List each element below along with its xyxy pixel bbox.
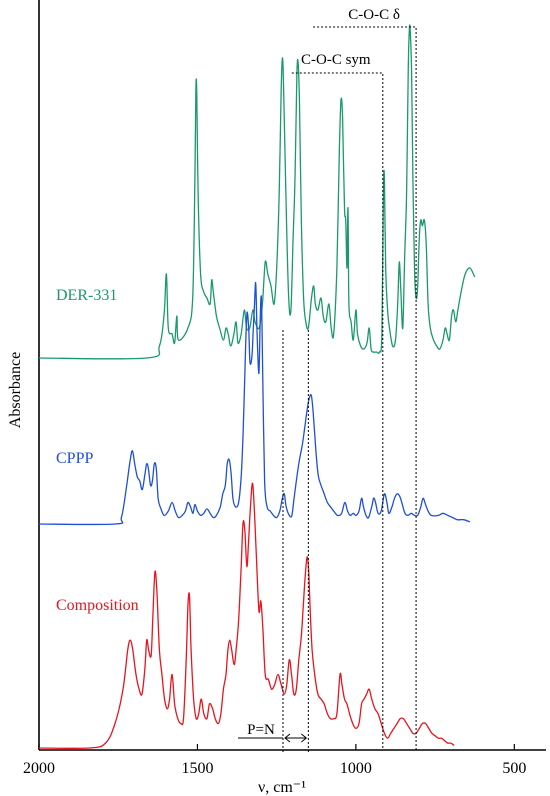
annotation-label-coc-delta: C-O-C δ: [348, 7, 400, 23]
series-label-cppp: CPPP: [56, 450, 93, 467]
annotation-label-coc-sym: C-O-C sym: [301, 52, 371, 68]
series-label-der-331: DER-331: [56, 287, 117, 304]
annotation-line-coc-sym: [291, 72, 384, 750]
axes: [38, 0, 546, 751]
y-axis-title: Absorbance: [7, 352, 24, 428]
annotation-arrow-pn: [284, 733, 308, 743]
x-tick-label-1500: 1500: [181, 760, 213, 777]
annotation-label-pn: P=N: [247, 722, 275, 738]
series-line-cppp: [38, 281, 471, 526]
annotation-group: C-O-C δ C-O-C sym P=N: [237, 7, 417, 752]
annotation-line-coc-delta: [313, 26, 417, 750]
series-label-composition: Composition: [56, 597, 139, 614]
series-label-group: DER-331 CPPP Composition: [56, 287, 139, 614]
x-ticks: 2000 1500 1000 500: [23, 744, 526, 777]
x-axis-title: ν, cm⁻¹: [258, 779, 306, 796]
series-group: [38, 24, 476, 750]
x-tick-label-2000: 2000: [23, 760, 55, 777]
series-line-composition: [38, 482, 455, 750]
x-tick-label-500: 500: [502, 760, 526, 777]
x-tick-label-1000: 1000: [340, 760, 372, 777]
